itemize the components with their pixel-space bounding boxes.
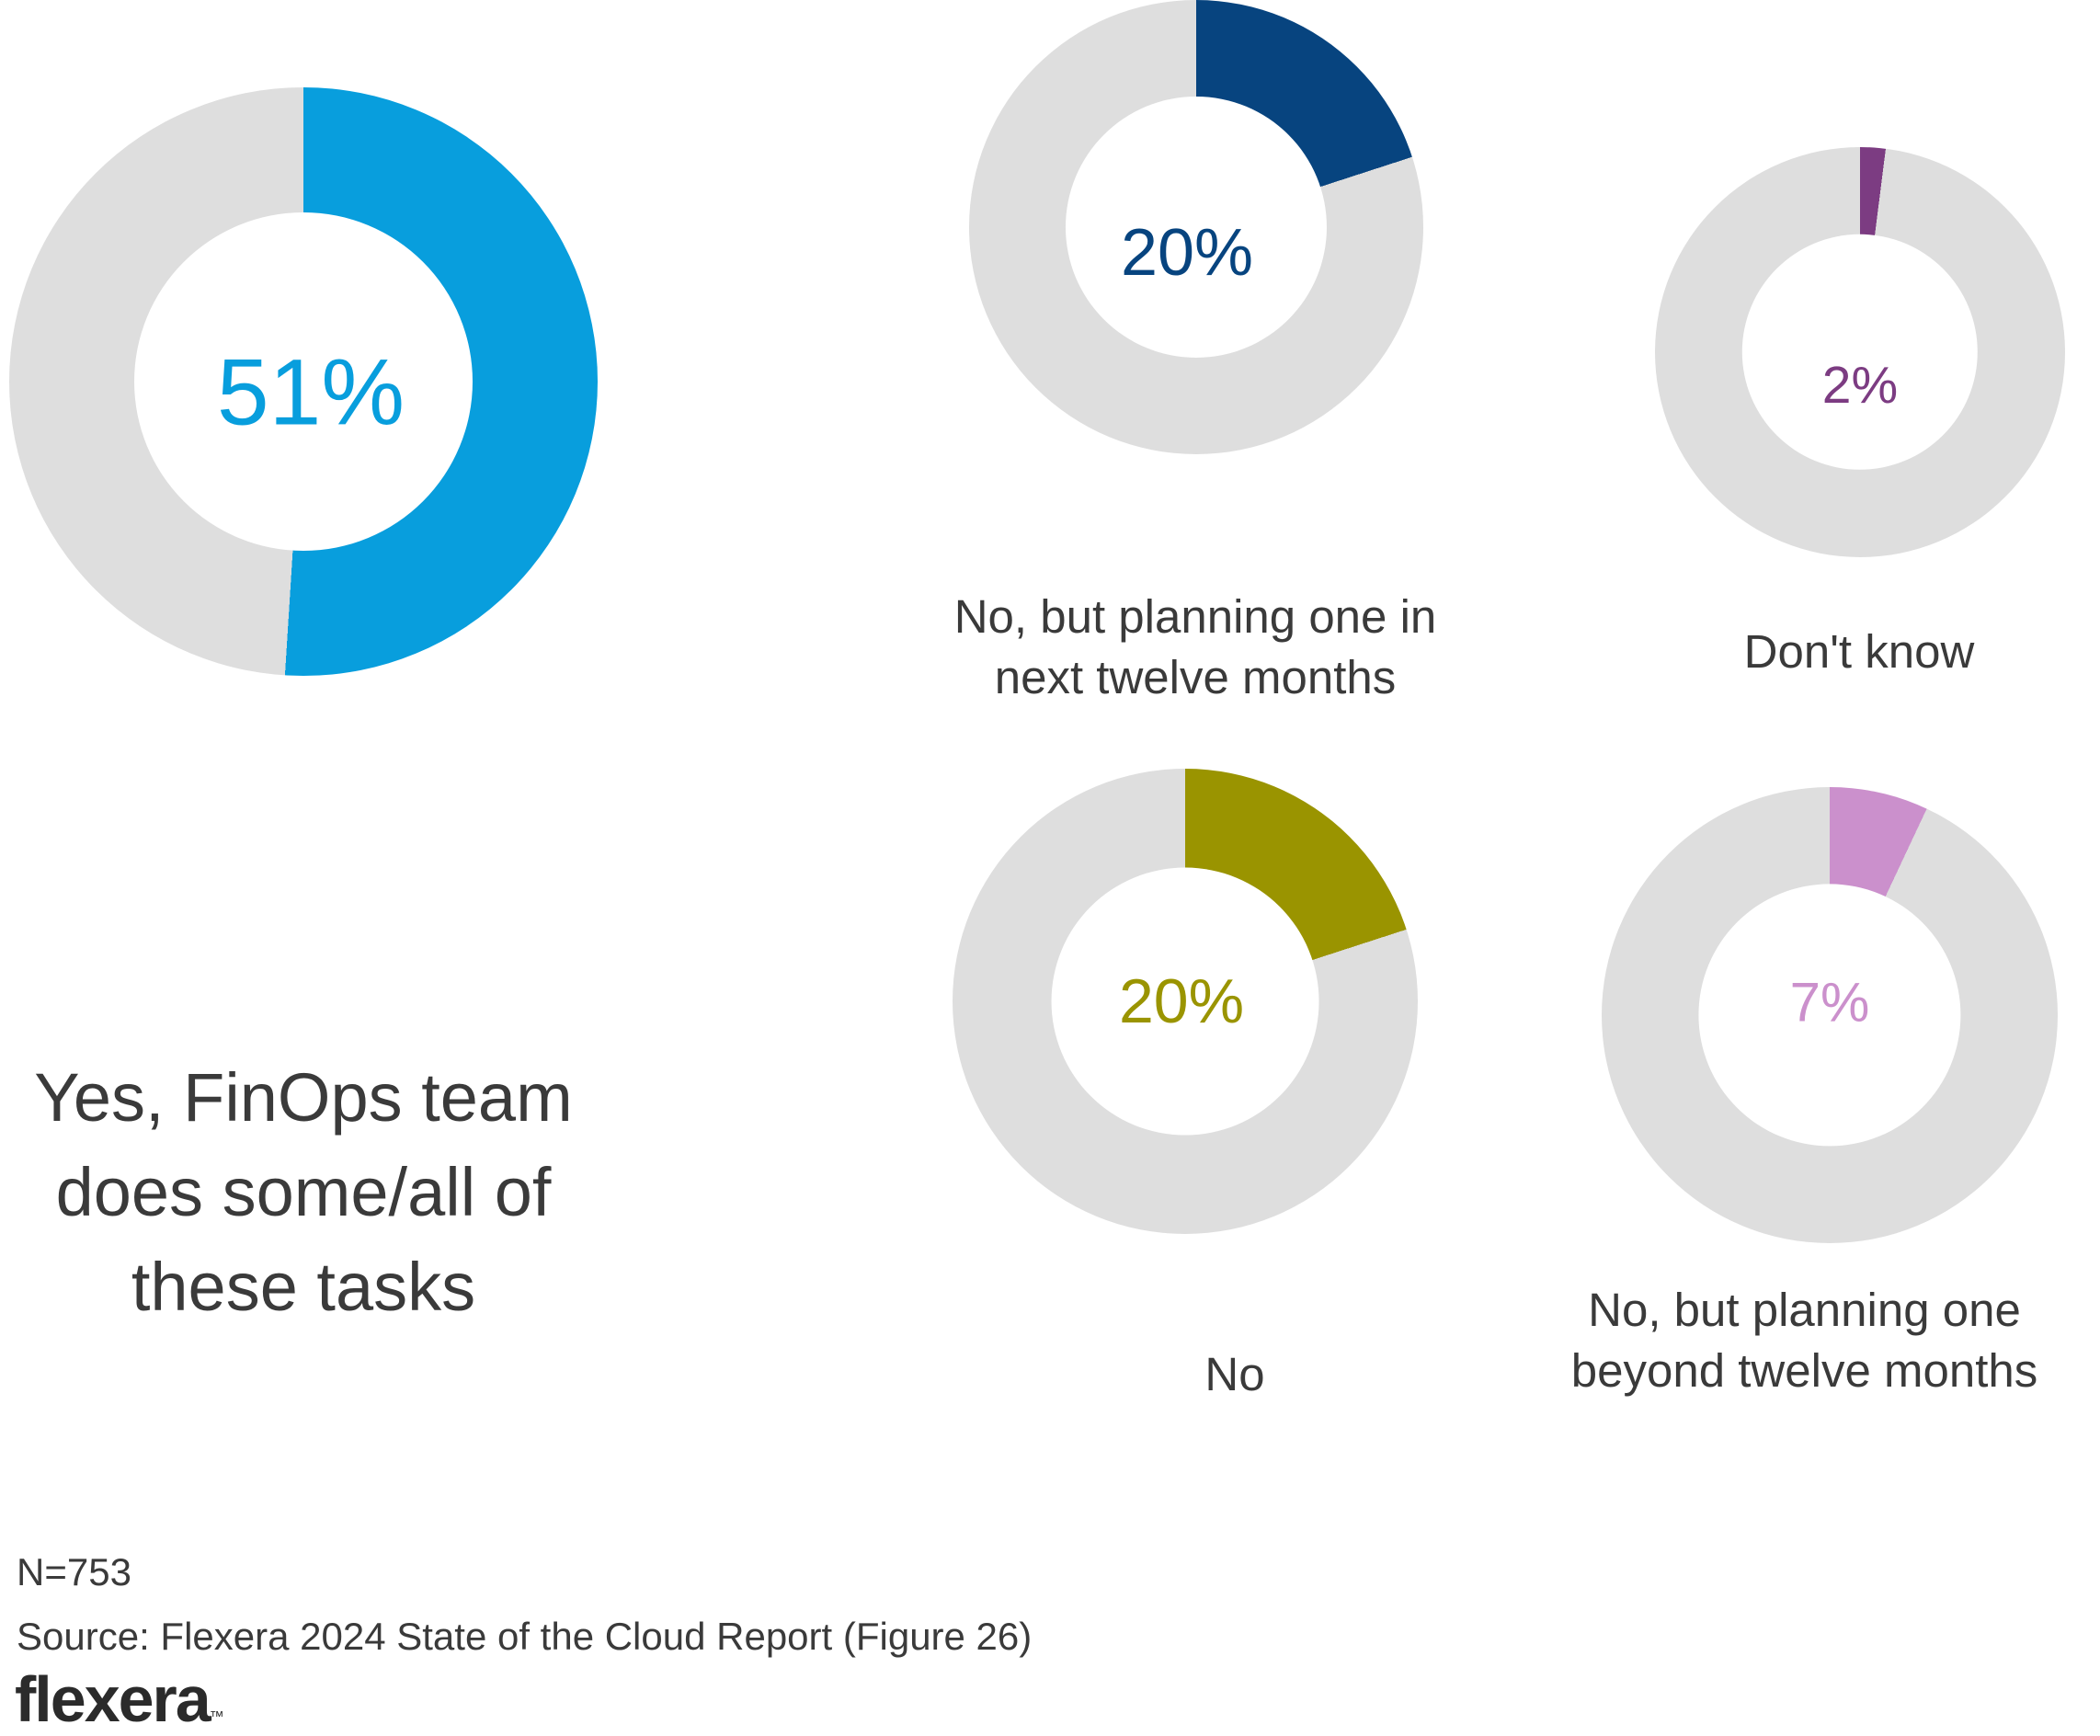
donut-planning-beyond-twelve-value-label: 7%	[1789, 971, 1870, 1034]
donut-no-category-label: No	[1204, 1348, 1265, 1400]
trademark-symbol: ™	[209, 1709, 224, 1725]
donut-yes-value-label: 51%	[216, 339, 405, 445]
source-label: Source: Flexera 2024 State of the Cloud …	[17, 1615, 1033, 1658]
donut-no: 20%	[953, 769, 1418, 1234]
donut-dont-know-value-label: 2%	[1821, 356, 1899, 415]
donut-planning-beyond-twelve: 7%	[1602, 787, 2058, 1243]
donut-planning-next-twelve: 20%	[969, 0, 1423, 454]
flexera-logo: flexera™	[15, 1662, 224, 1736]
donut-yes: 51%	[9, 87, 598, 676]
donut-no-value-label: 20%	[1118, 966, 1245, 1036]
donut-planning-beyond-twelve-category-label: No, but planning one beyond twelve month…	[1570, 1284, 2038, 1397]
donut-dont-know: 2%	[1655, 147, 2065, 557]
donut-planning-beyond-twelve-hole	[1698, 884, 1961, 1147]
donut-yes-category-label: Yes, FinOps team does some/all of these …	[34, 1059, 573, 1325]
donut-dont-know-category-label: Don't know	[1743, 625, 1975, 678]
flexera-logo-text: flexera	[15, 1663, 211, 1735]
donut-dont-know-hole	[1741, 234, 1979, 471]
sample-size-label: N=753	[17, 1550, 131, 1593]
donut-yes-hole	[134, 212, 473, 551]
donut-no-hole	[1051, 867, 1319, 1136]
donut-planning-next-twelve-category-label: No, but planning one in next twelve mont…	[953, 590, 1437, 703]
donut-planning-next-twelve-hole	[1065, 96, 1328, 359]
donut-planning-next-twelve-value-label: 20%	[1120, 216, 1254, 290]
